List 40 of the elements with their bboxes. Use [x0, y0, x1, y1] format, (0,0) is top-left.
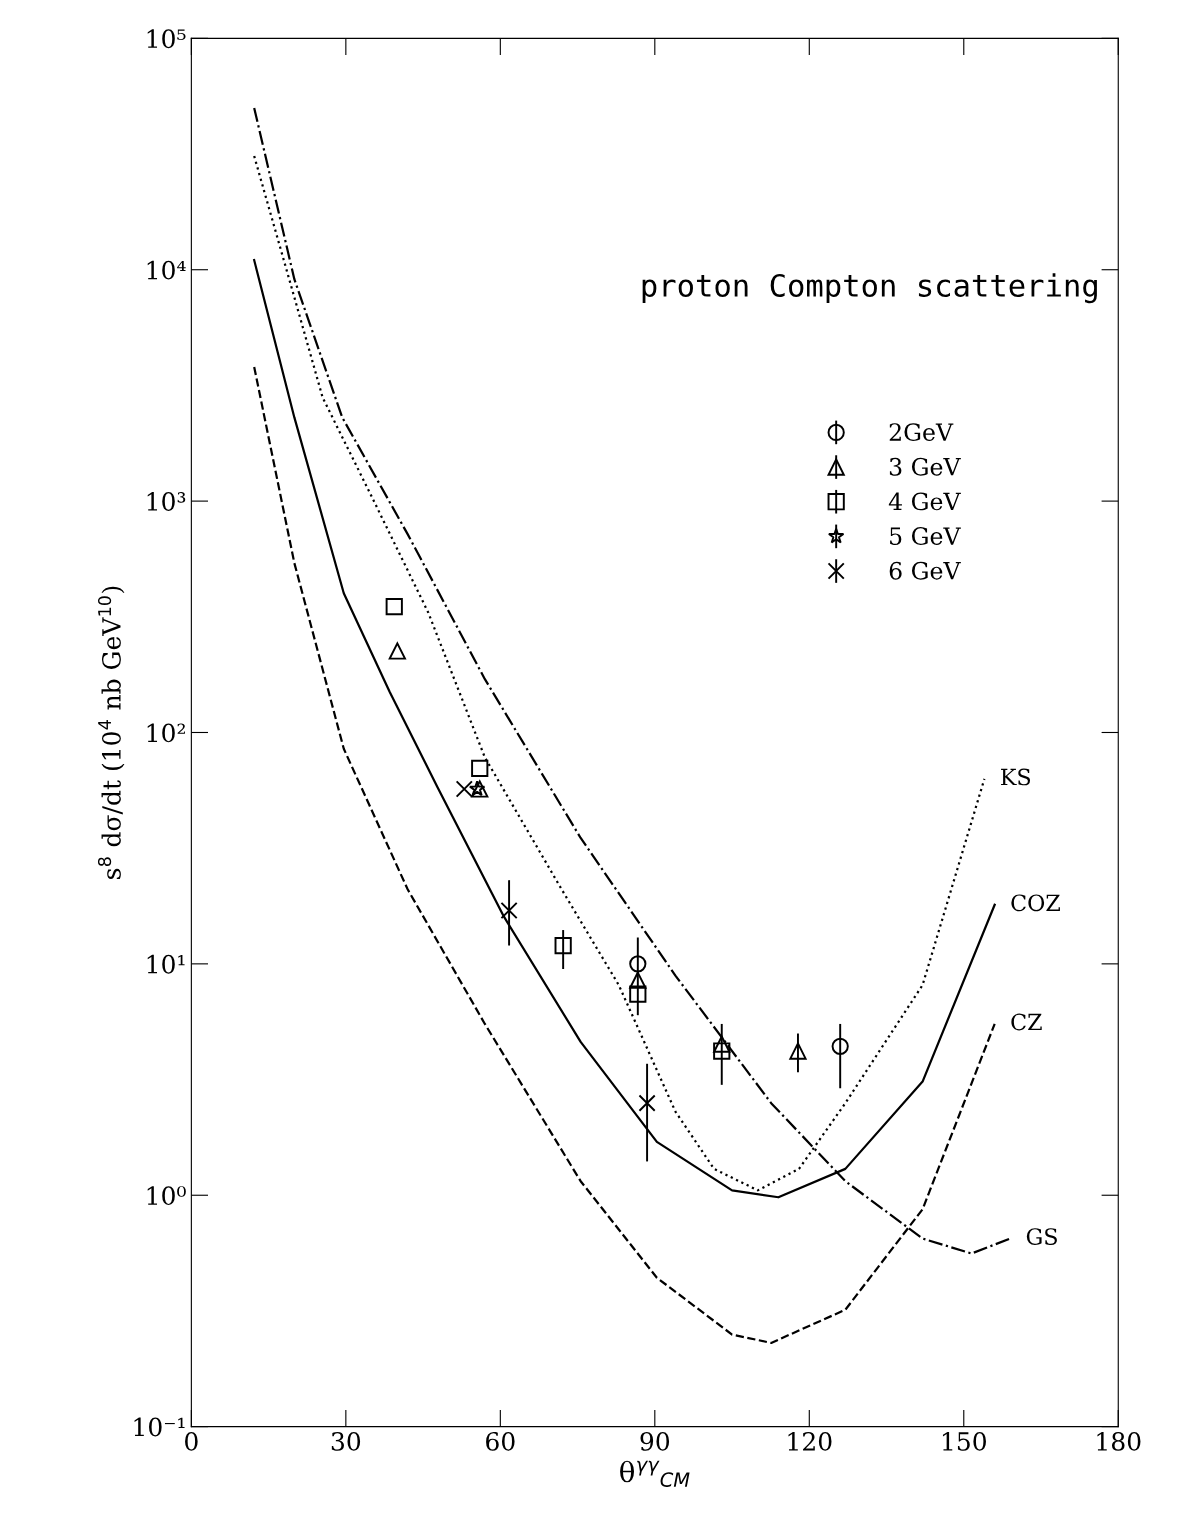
x-tick-label: 0: [185, 1431, 198, 1451]
point: [554, 936, 572, 955]
legend-label: 3 GeV: [889, 457, 961, 476]
point: [629, 985, 647, 1003]
legend-label: 5 GeV: [890, 527, 961, 545]
y-axis-title: s$^{8}$ dσ/dt (10$^{4}$ nb GeV$^{10}$): [97, 586, 125, 879]
x-tick-label: 90: [640, 1431, 670, 1451]
point: [385, 597, 403, 616]
x-tick-label: 180: [1097, 1431, 1141, 1451]
series-label: CZ: [1011, 1013, 1042, 1031]
series-label: KS: [1001, 768, 1031, 786]
point: [713, 1035, 731, 1053]
point: [388, 642, 406, 660]
x-tick-label: 150: [942, 1431, 986, 1451]
point: [713, 1042, 731, 1060]
y-tick-label: 10⁵: [147, 29, 186, 49]
y-tick-label: 10⁻¹: [134, 1417, 185, 1437]
legend-label: 2GeV: [889, 423, 954, 442]
point: [629, 971, 647, 989]
y-tick-label: 10³: [147, 492, 186, 511]
series-label: GS: [1026, 1228, 1057, 1245]
point: [789, 1042, 807, 1060]
legend-label: 6 GeV: [889, 561, 961, 580]
point: [500, 901, 518, 920]
y-tick-label: 10²: [147, 723, 185, 743]
point: [629, 955, 647, 973]
y-tick-label: 10⁴: [147, 260, 186, 280]
point: [831, 1037, 849, 1055]
x-tick-label: 120: [788, 1431, 832, 1451]
series-label: COZ: [1011, 894, 1060, 912]
y-tick-label: 10¹: [147, 954, 185, 974]
point: [471, 759, 489, 777]
x-tick-label: 60: [486, 1431, 515, 1451]
legend-label: 4 GeV: [888, 492, 961, 511]
point: [455, 780, 473, 798]
point: [638, 1094, 656, 1112]
annotation: proton Compton scattering: [642, 273, 1097, 304]
x-tick-label: 30: [331, 1431, 361, 1451]
y-tick-label: 10⁰: [147, 1186, 186, 1206]
x-axis-title: θ$^{γγ}$$_{CM}$: [620, 1460, 690, 1487]
